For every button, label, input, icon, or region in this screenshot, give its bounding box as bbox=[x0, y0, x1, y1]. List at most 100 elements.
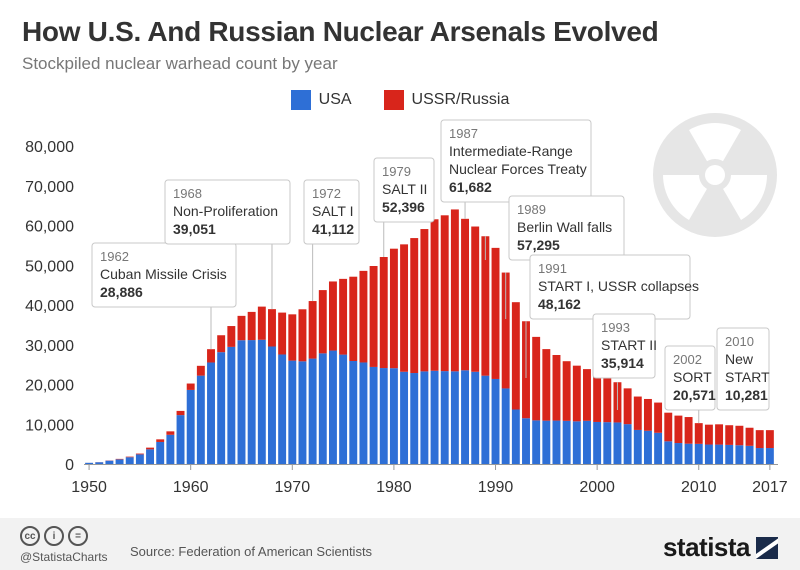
bar-usa bbox=[298, 361, 307, 464]
legend-item-russia: USSR/Russia bbox=[383, 90, 509, 110]
bar-ussr-russia bbox=[583, 369, 591, 421]
chart-title: How U.S. And Russian Nuclear Arsenals Ev… bbox=[22, 16, 659, 47]
annotation-value: 10,281 bbox=[725, 387, 768, 403]
annotation-year: 1979 bbox=[382, 164, 411, 179]
bar-usa bbox=[623, 424, 632, 464]
annotation-year: 2002 bbox=[673, 352, 702, 367]
bar-usa bbox=[359, 362, 368, 464]
bar-ussr-russia bbox=[196, 365, 205, 376]
bar-ussr-russia bbox=[633, 396, 642, 430]
annotation-label: SALT I bbox=[312, 203, 354, 219]
bar-ussr-russia bbox=[735, 425, 744, 446]
bar-usa bbox=[603, 422, 612, 464]
annotation-label: START II bbox=[601, 337, 657, 353]
statista-logo-icon bbox=[756, 536, 778, 559]
radiation-icon bbox=[653, 113, 777, 237]
bar-ussr-russia bbox=[664, 412, 673, 442]
bar-ussr-russia bbox=[339, 278, 348, 355]
social-handle[interactable]: @StatistaCharts bbox=[20, 550, 108, 564]
bar-usa bbox=[704, 444, 713, 464]
bar-usa bbox=[318, 353, 327, 464]
y-tick-label: 30,000 bbox=[25, 338, 74, 355]
bar-ussr-russia bbox=[450, 209, 459, 372]
bar-ussr-russia bbox=[532, 336, 541, 421]
bar-usa bbox=[491, 378, 500, 464]
annotation-box bbox=[373, 157, 435, 223]
bar-usa bbox=[461, 370, 470, 464]
bar-usa bbox=[166, 434, 175, 464]
annotation-year: 1993 bbox=[601, 320, 630, 335]
annotation-year: 1987 bbox=[449, 126, 478, 141]
annotation-label: Berlin Wall falls bbox=[517, 219, 612, 235]
bar-usa bbox=[125, 457, 134, 464]
bar-ussr-russia bbox=[166, 431, 175, 435]
bar-ussr-russia bbox=[481, 236, 490, 376]
legend-label-usa: USA bbox=[318, 91, 352, 108]
annotation-year: 1968 bbox=[173, 186, 202, 201]
brand-logo[interactable]: statista bbox=[663, 532, 778, 563]
bar-usa bbox=[654, 432, 663, 464]
bar-ussr-russia bbox=[471, 226, 480, 372]
bar-ussr-russia bbox=[491, 247, 500, 379]
bar-usa bbox=[400, 371, 409, 464]
bar-ussr-russia bbox=[207, 349, 215, 363]
bar-ussr-russia bbox=[643, 398, 652, 431]
annotation-value: 41,112 bbox=[312, 221, 354, 237]
y-tick-label: 60,000 bbox=[25, 219, 74, 236]
annotation-value: 28,886 bbox=[100, 284, 143, 300]
bar-usa bbox=[745, 445, 754, 464]
bar-ussr-russia bbox=[420, 229, 429, 372]
license-icons: cc i = bbox=[20, 526, 88, 546]
annotation-label: Non-Proliferation bbox=[173, 203, 278, 219]
bar-usa bbox=[288, 360, 297, 464]
bar-usa bbox=[440, 371, 449, 464]
bar-ussr-russia bbox=[400, 244, 409, 372]
bar-usa bbox=[430, 370, 439, 464]
annotation-year: 1989 bbox=[517, 202, 546, 217]
bar-usa bbox=[450, 371, 459, 464]
bar-ussr-russia bbox=[247, 311, 256, 341]
bar-usa bbox=[765, 448, 774, 464]
annotation-label: SALT II bbox=[382, 181, 427, 197]
brand-name: statista bbox=[662, 532, 751, 562]
x-tick-label: 1980 bbox=[376, 479, 412, 496]
bar-usa bbox=[583, 420, 591, 464]
annotation-label: SORT bbox=[673, 369, 712, 385]
bar-usa bbox=[643, 430, 652, 464]
bar-ussr-russia bbox=[603, 378, 612, 423]
chart-subtitle: Stockpiled nuclear warhead count by year bbox=[22, 54, 338, 73]
by-icon: i bbox=[44, 526, 64, 546]
bar-ussr-russia bbox=[257, 306, 266, 340]
bar-usa bbox=[207, 362, 215, 464]
bar-usa bbox=[664, 441, 673, 464]
annotation-label: START I, USSR collapses bbox=[538, 278, 699, 294]
bar-usa bbox=[471, 371, 480, 464]
bar-ussr-russia bbox=[176, 410, 185, 416]
x-tick-label: 1960 bbox=[173, 479, 209, 496]
bar-ussr-russia bbox=[542, 349, 551, 421]
bar-usa bbox=[227, 346, 236, 464]
bar-usa bbox=[308, 358, 317, 464]
bar-usa bbox=[176, 415, 185, 464]
bar-ussr-russia bbox=[745, 427, 754, 446]
bar-ussr-russia bbox=[278, 312, 287, 355]
bar-ussr-russia bbox=[623, 388, 632, 425]
bar-ussr-russia bbox=[725, 425, 734, 445]
bar-usa bbox=[328, 350, 337, 464]
annotation-box bbox=[716, 327, 770, 411]
bar-ussr-russia bbox=[755, 430, 764, 449]
bar-ussr-russia bbox=[125, 456, 134, 458]
bar-ussr-russia bbox=[186, 383, 195, 390]
bar-usa bbox=[522, 418, 530, 464]
bar-usa bbox=[725, 444, 734, 464]
bar-usa bbox=[156, 441, 165, 464]
bar-usa bbox=[593, 421, 602, 464]
bar-usa bbox=[217, 352, 226, 464]
annotation-box bbox=[303, 179, 360, 245]
bar-usa bbox=[85, 462, 94, 464]
bar-usa bbox=[674, 443, 683, 464]
bar-ussr-russia bbox=[501, 272, 510, 389]
bar-usa bbox=[755, 448, 764, 464]
bar-usa bbox=[247, 340, 256, 464]
nd-icon: = bbox=[68, 526, 88, 546]
